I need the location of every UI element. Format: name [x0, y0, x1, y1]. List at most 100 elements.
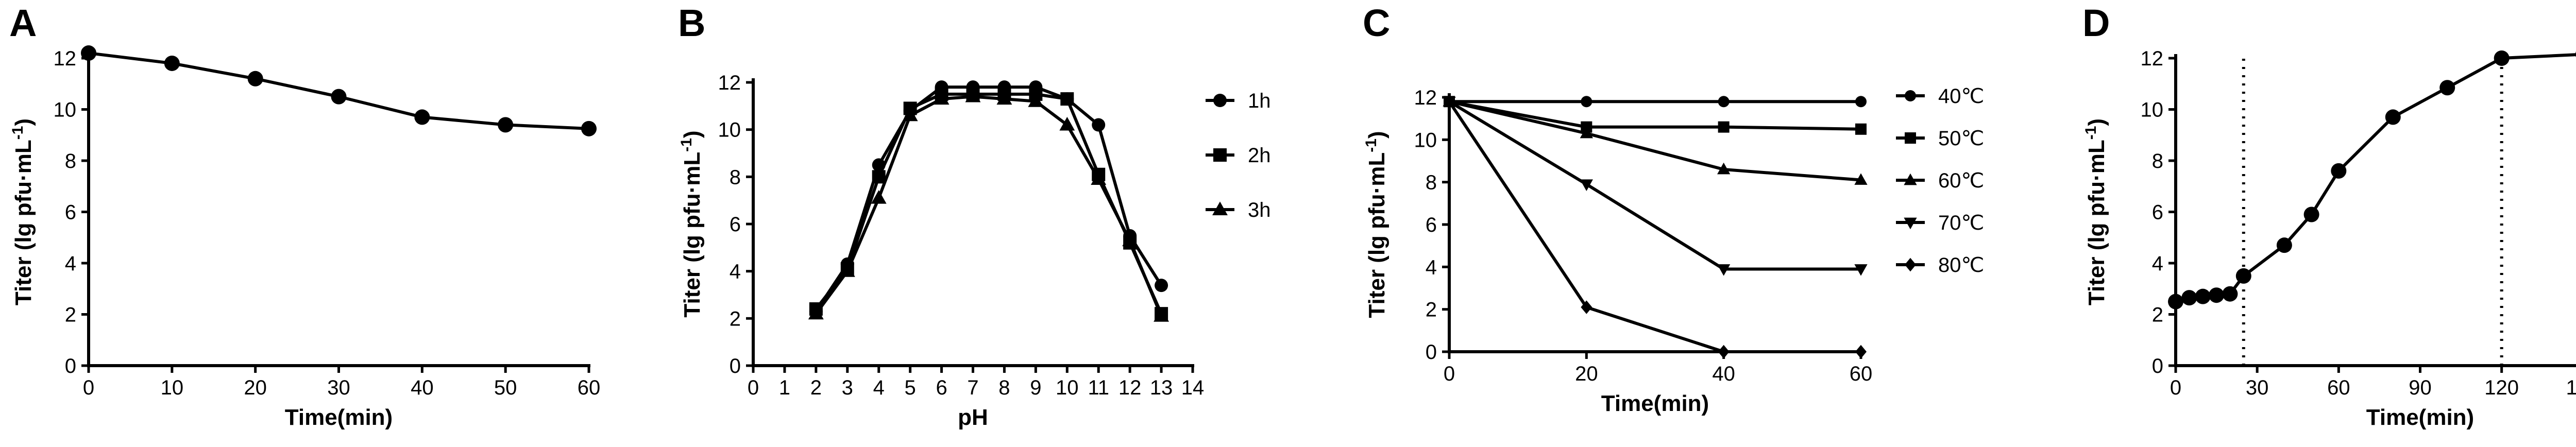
legend-label: 2h	[1248, 144, 1271, 167]
legend-marker	[1905, 132, 1916, 144]
data-point	[1444, 95, 1455, 109]
data-point	[1092, 118, 1106, 132]
data-point	[1060, 92, 1074, 106]
data-point	[2303, 207, 2319, 222]
x-tick-label: 2	[810, 376, 822, 399]
y-tick-label: 4	[730, 261, 741, 283]
y-tick-label: 8	[1426, 171, 1437, 194]
x-tick-label: 12	[1118, 376, 1142, 399]
y-axis-title: Titer (lg pfu·mL-1)	[678, 130, 705, 317]
y-tick-label: 2	[65, 304, 76, 326]
x-tick-label: 20	[1575, 363, 1598, 385]
y-tick-label: 2	[2152, 304, 2163, 326]
y-axis-title: Titer (lg pfu·mL-1)	[2082, 118, 2109, 305]
data-point	[1855, 96, 1867, 108]
x-tick-label: 60	[578, 376, 601, 399]
panel-label: D	[2082, 2, 2110, 44]
panel-label: B	[678, 2, 705, 44]
series-70	[1443, 96, 1868, 276]
data-point	[2168, 294, 2183, 310]
data-point	[808, 305, 824, 320]
legend-item: 40℃	[1896, 85, 1984, 108]
x-tick-label: 60	[1850, 363, 1873, 385]
data-point	[996, 91, 1012, 105]
legend-label: 50℃	[1938, 127, 1984, 150]
data-point	[1854, 173, 1868, 185]
y-tick-label: 12	[718, 72, 741, 94]
legend: 1h 2h 3h	[1206, 90, 1271, 221]
y-tick-label: 0	[65, 355, 76, 377]
series-line	[1449, 100, 1861, 182]
x-axis-title: Time(min)	[285, 405, 393, 430]
data-point	[871, 190, 887, 204]
data-point	[2385, 109, 2401, 125]
data-point	[2181, 290, 2197, 306]
data-point	[581, 121, 597, 136]
data-point	[331, 89, 347, 105]
x-tick-label: 40	[1712, 363, 1735, 385]
x-tick-label: 10	[161, 376, 184, 399]
data-point	[247, 71, 263, 87]
data-point	[1580, 126, 1593, 139]
data-point	[1855, 123, 1867, 135]
data-point	[2494, 50, 2510, 66]
y-axis-title: Titer (lg pfu·mL-1)	[9, 118, 36, 305]
legend-item: 3h	[1206, 199, 1271, 221]
y-tick-label: 8	[730, 166, 741, 188]
legend: 40℃ 50℃ 60℃ 70℃ 80℃	[1896, 85, 1984, 277]
x-tick-label: 30	[327, 376, 350, 399]
legend-label: 1h	[1248, 90, 1271, 112]
data-point	[1059, 116, 1075, 131]
series-3h	[808, 88, 1170, 322]
x-tick-label: 0	[1444, 363, 1455, 385]
data-point	[2331, 163, 2347, 179]
series-line	[1448, 100, 1861, 271]
legend-item: 50℃	[1896, 127, 1984, 150]
data-point	[1855, 345, 1867, 359]
data-point	[1122, 232, 1138, 247]
legend-item: 70℃	[1896, 212, 1984, 234]
data-point	[1717, 162, 1731, 175]
series-1h	[809, 80, 1168, 318]
data-point	[414, 109, 430, 125]
data-point	[1718, 121, 1730, 133]
x-tick-label: 20	[244, 376, 267, 399]
x-tick-label: 150	[2566, 376, 2576, 399]
data-point	[2209, 287, 2225, 303]
y-tick-label: 0	[1426, 341, 1437, 364]
y-tick-label: 8	[65, 150, 76, 173]
y-tick-label: 6	[2152, 201, 2163, 224]
y-tick-label: 10	[1414, 129, 1437, 151]
data-point	[164, 55, 180, 71]
series-line	[815, 95, 1163, 317]
series-80	[1444, 95, 1867, 359]
y-tick-label: 0	[2152, 355, 2163, 377]
legend-marker	[1904, 173, 1917, 185]
x-tick-label: 40	[411, 376, 434, 399]
data-point	[2195, 288, 2211, 304]
legend-label: 40℃	[1938, 85, 1984, 108]
y-tick-label: 2	[1426, 299, 1437, 321]
data-point	[1854, 264, 1868, 276]
series-40	[1444, 96, 1867, 108]
legend-label: 80℃	[1938, 254, 1984, 277]
x-tick-label: 0	[748, 376, 759, 399]
data-point	[1580, 179, 1593, 191]
legend-item: 80℃	[1896, 254, 1984, 277]
data-point	[2222, 286, 2238, 302]
data-point	[1581, 300, 1592, 314]
data-point	[498, 117, 514, 133]
series-1	[2168, 50, 2576, 310]
data-point	[1717, 264, 1731, 276]
x-tick-label: 14	[1181, 376, 1205, 399]
y-tick-label: 12	[2141, 47, 2164, 70]
legend-marker	[1213, 94, 1227, 107]
data-point	[2235, 268, 2251, 284]
y-tick-label: 4	[1426, 256, 1437, 279]
x-axis-title: Time(min)	[1601, 391, 1709, 416]
x-tick-label: 50	[494, 376, 517, 399]
y-tick-label: 12	[1414, 87, 1437, 109]
data-point	[1091, 171, 1107, 185]
data-point	[902, 107, 918, 122]
